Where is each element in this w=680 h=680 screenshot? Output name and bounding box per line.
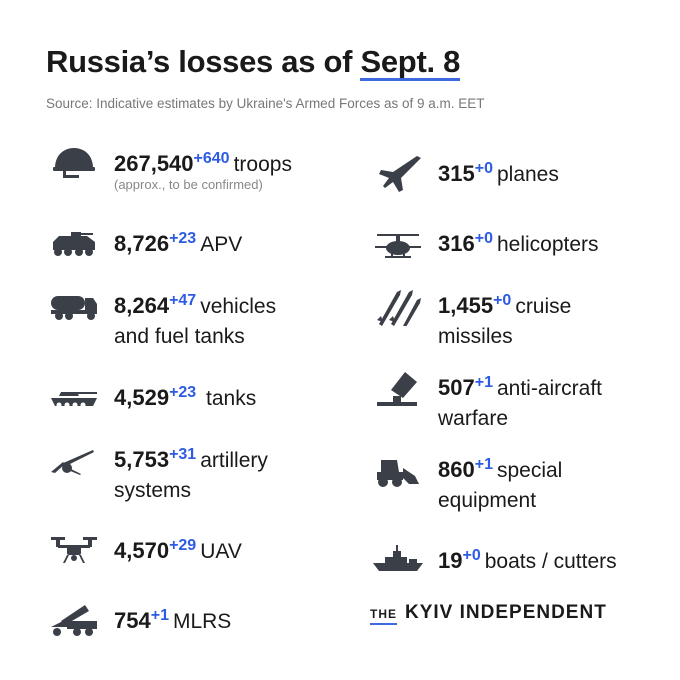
special-equipment-icon	[370, 448, 426, 492]
mlrs-delta: +1	[150, 607, 169, 624]
apv-icon	[46, 222, 102, 266]
stat-anti-aircraft: 507+1 anti-aircraft warfare	[370, 368, 602, 434]
logo-name: KYIV INDEPENDENT	[405, 602, 607, 623]
stat-mlrs: 754+1 MLRS	[46, 601, 231, 643]
tank-icon	[46, 376, 102, 420]
uav-value: 4,570	[114, 538, 170, 563]
mlrs-label: MLRS	[172, 610, 232, 633]
plane-icon	[370, 152, 426, 196]
special-label: special	[496, 459, 563, 482]
vehicles-label-2: and fuel tanks	[114, 325, 245, 348]
boats-label: boats / cutters	[484, 550, 617, 573]
artillery-delta: +31	[169, 446, 197, 463]
tanks-label: tanks	[206, 387, 257, 410]
anti-aircraft-icon	[370, 366, 426, 410]
boats-delta: +0	[462, 547, 481, 564]
artillery-label: artillery	[200, 449, 268, 472]
special-delta: +1	[474, 456, 493, 473]
troops-delta: +640	[193, 150, 230, 167]
anti-aircraft-delta: +1	[474, 374, 493, 391]
title-date: Sept. 8	[360, 44, 461, 79]
missiles-label-2: missiles	[438, 325, 513, 348]
boat-icon	[370, 539, 426, 583]
artillery-label-2: systems	[114, 479, 192, 502]
special-value: 860	[438, 457, 475, 482]
special-label-2: equipment	[438, 489, 537, 512]
missiles-delta: +0	[493, 292, 512, 309]
troops-label: troops	[233, 153, 292, 176]
missiles-label: cruise	[515, 295, 572, 318]
stat-artillery: 5,753+31 artillery systems	[46, 440, 268, 506]
stat-cruise-missiles: 1,455+0 cruise missiles	[370, 286, 571, 352]
planes-delta: +0	[474, 160, 493, 177]
stat-helicopters: 316+0 helicopters	[370, 224, 599, 266]
uav-delta: +29	[169, 537, 197, 554]
source-note: Source: Indicative estimates by Ukraine'…	[46, 96, 485, 111]
vehicles-value: 8,264	[114, 293, 170, 318]
missile-icon	[370, 284, 426, 328]
helicopters-delta: +0	[474, 230, 493, 247]
mlrs-value: 754	[114, 608, 151, 633]
anti-aircraft-value: 507	[438, 375, 475, 400]
planes-label: planes	[496, 163, 559, 186]
helicopter-icon	[370, 222, 426, 266]
troops-note: (approx., to be confirmed)	[114, 177, 263, 192]
vehicles-delta: +47	[169, 292, 197, 309]
kyiv-independent-logo: THE KYIV INDEPENDENT	[370, 602, 607, 625]
vehicles-label: vehicles	[200, 295, 277, 318]
stat-boats: 19+0 boats / cutters	[370, 541, 617, 583]
drone-icon	[46, 529, 102, 573]
anti-aircraft-label-2: warfare	[438, 407, 509, 430]
mlrs-icon	[46, 599, 102, 643]
apv-delta: +23	[169, 230, 197, 247]
stat-troops: 267,540+640 troops (approx., to be confir…	[46, 144, 292, 193]
stat-planes: 315+0 planes	[370, 154, 559, 196]
troops-value: 267,540	[114, 151, 194, 176]
stat-apv: 8,726+23 APV	[46, 224, 242, 266]
stat-tanks: 4,529+23 tanks	[46, 378, 256, 420]
tanks-value: 4,529	[114, 385, 170, 410]
tanks-delta: +23	[169, 384, 197, 401]
stat-special-equipment: 860+1 special equipment	[370, 450, 562, 516]
fuel-truck-icon	[46, 284, 102, 328]
anti-aircraft-label: anti-aircraft	[496, 377, 602, 400]
title-prefix: Russia’s losses as of	[46, 44, 353, 79]
stat-uav: 4,570+29 UAV	[46, 531, 242, 573]
stat-vehicles: 8,264+47 vehicles and fuel tanks	[46, 286, 276, 352]
artillery-icon	[46, 438, 102, 482]
planes-value: 315	[438, 161, 475, 186]
boats-value: 19	[438, 548, 463, 573]
missiles-value: 1,455	[438, 293, 494, 318]
page-title: Russia’s losses as of Sept. 8	[46, 44, 460, 80]
logo-the: THE	[370, 607, 397, 625]
helmet-icon	[46, 142, 102, 186]
apv-label: APV	[200, 233, 243, 256]
uav-label: UAV	[200, 540, 242, 563]
helicopters-value: 316	[438, 231, 475, 256]
artillery-value: 5,753	[114, 447, 170, 472]
helicopters-label: helicopters	[496, 233, 599, 256]
apv-value: 8,726	[114, 231, 170, 256]
